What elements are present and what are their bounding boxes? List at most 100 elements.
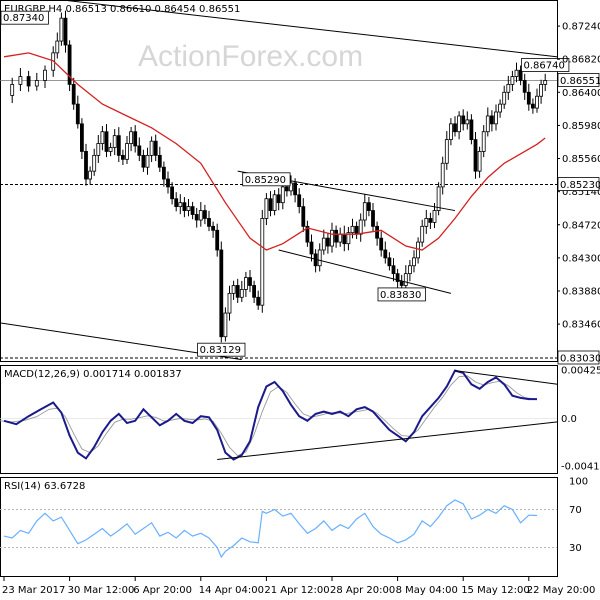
x-axis-label: 8 May 04:00 (396, 585, 458, 596)
candle-body (243, 277, 248, 290)
candle-body (334, 229, 339, 243)
candle-body (88, 170, 92, 180)
candle-body (489, 115, 494, 125)
candle-body (494, 111, 498, 125)
candle-body (325, 237, 330, 247)
annotation-box (377, 287, 426, 302)
annotation-label: 0.87340 (3, 13, 44, 24)
axes: 0.87240 0.86820 0.86400 0.85980 0.85560 0.851… (2, 22, 600, 596)
price-axis-label: 0.84300 (562, 253, 600, 264)
support-level-box-label: 0.85230 (560, 180, 600, 191)
candle-body (432, 210, 437, 223)
candle-body (75, 103, 80, 125)
annotation-box (0, 10, 49, 25)
candle-body (395, 273, 400, 282)
candle-body (407, 265, 412, 275)
candle-body (543, 80, 548, 85)
macd-line (3, 369, 537, 461)
candle-body (227, 292, 232, 314)
price-axis-label: 0.87240 (562, 22, 600, 33)
candle-body (215, 229, 220, 251)
rsi-title: RSI(14) 63.6728 (4, 481, 85, 492)
candle-body (18, 76, 23, 85)
candle-body (71, 84, 76, 105)
annotation-box (521, 58, 570, 72)
macd-panel-frame (0, 365, 558, 474)
candle-body (260, 218, 265, 306)
candle-body (444, 139, 449, 164)
candle-body (293, 182, 298, 196)
candle-body (284, 186, 289, 192)
candle-body (211, 225, 216, 231)
x-axis-label: 30 Mar 12:00 (68, 585, 135, 596)
candle-body (342, 233, 347, 245)
price-axis-label: 0.83460 (562, 320, 600, 331)
candle-body (531, 103, 535, 109)
candle-body (354, 225, 359, 235)
candle-body (145, 154, 150, 168)
candle-body (190, 206, 195, 215)
candle-body (116, 135, 121, 156)
candle-body (391, 265, 396, 275)
candle-body (514, 69, 519, 77)
x-axis-label: 28 Apr 20:00 (330, 585, 395, 596)
x-axis-label: 6 Apr 20:00 (133, 585, 192, 596)
price-panel-frame (0, 0, 558, 362)
candle-body (510, 76, 515, 85)
price-axis-label: 0.83880 (562, 286, 600, 297)
x-axis-label: 14 Apr 04:00 (199, 585, 264, 596)
candle-body (387, 257, 392, 267)
rsi-axis-label: 100 (569, 477, 588, 488)
macd-plot (0, 369, 558, 461)
candle-body (420, 225, 425, 243)
candle-body (412, 257, 416, 267)
candle-body (502, 91, 507, 105)
rsi-line (3, 499, 538, 559)
annotation-label: 0.83830 (380, 290, 421, 301)
macd-axis-label: 0.00425 (561, 366, 600, 377)
candle-body (457, 115, 462, 133)
candle-body (272, 194, 277, 211)
price-axis-label: 0.86820 (562, 55, 600, 66)
macd-axis-label: -0.004167 (561, 462, 600, 473)
macd-trendline (217, 421, 558, 461)
candle-body (223, 312, 228, 338)
candle-body (67, 44, 72, 85)
rsi-panel-frame (0, 477, 558, 577)
candle-body (178, 202, 183, 208)
x-axis-label: 22 May 20:00 (527, 585, 596, 596)
candle-body (428, 218, 433, 223)
current-price-box-label: 0.86551 (560, 76, 600, 87)
candle-body (231, 285, 236, 294)
candle-body (305, 225, 310, 243)
annotation-label: 0.83129 (200, 345, 241, 356)
candle-body (297, 194, 302, 208)
candle-body (55, 40, 60, 54)
candle-body (276, 194, 281, 204)
candle-body (469, 119, 474, 141)
price-axis-label: 0.86400 (562, 88, 600, 99)
candle-body (239, 289, 244, 298)
candle-body (182, 202, 187, 211)
price-plot: 0.87340 0.85290 0.83129 0.83830 0.86740 (0, 0, 570, 361)
candle-body (399, 281, 404, 286)
candle-body (321, 237, 326, 251)
candle-body (309, 241, 314, 255)
candle-body (157, 154, 162, 168)
candle-body (141, 154, 146, 168)
candle-body (96, 143, 101, 156)
candle-body (424, 218, 429, 227)
candle-body (289, 182, 293, 192)
candle-body (383, 249, 388, 259)
price-header: EURGBP,H4 0.86513 0.86610 0.86454 0.8655… (4, 4, 240, 15)
candle-body (174, 198, 179, 208)
macd-signal-line (0, 375, 533, 457)
candle-body (362, 202, 367, 221)
rsi-axis-label: 30 (569, 543, 582, 554)
candle-body (133, 131, 138, 147)
candle-body (375, 225, 380, 239)
candle-body (330, 229, 334, 247)
candle-body (43, 69, 47, 81)
